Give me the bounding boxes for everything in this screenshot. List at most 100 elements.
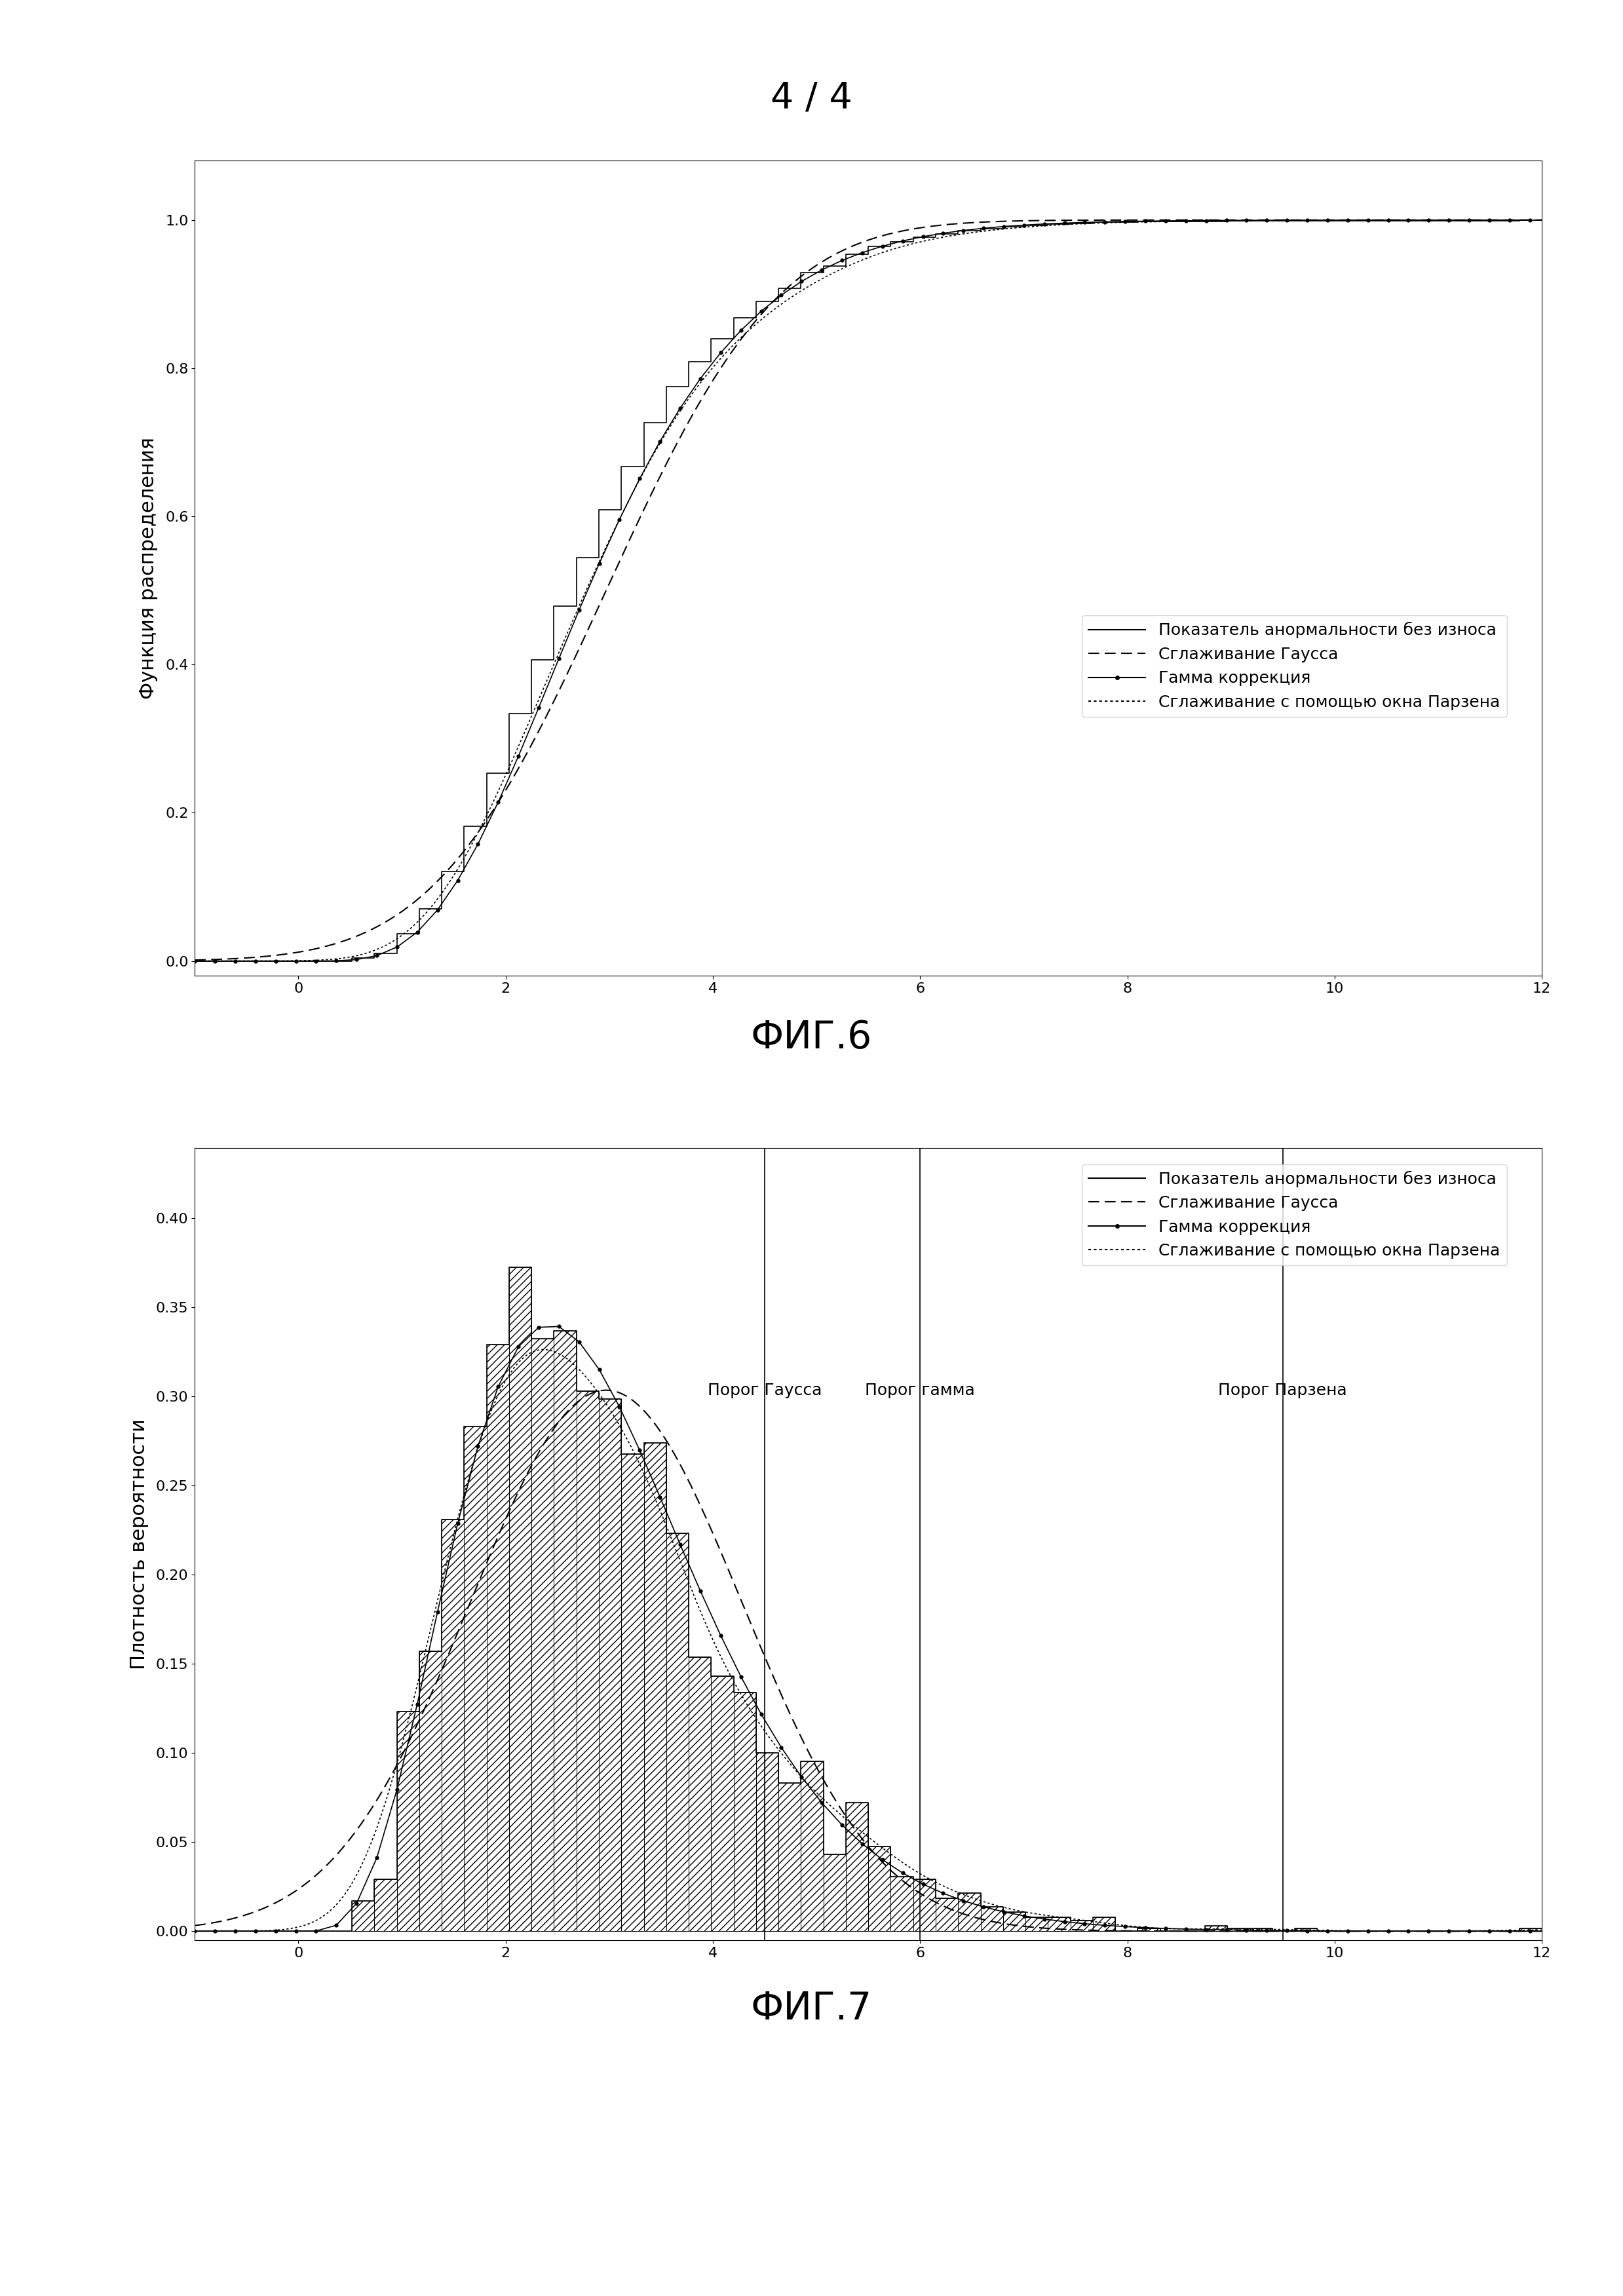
Сглаживание Гаусса <box>323 1846 342 1874</box>
Гамма коррекция <box>811 1789 831 1816</box>
Гамма коррекция <box>388 1775 407 1802</box>
Сглаживание Гаусса <box>1261 1917 1281 1945</box>
Line: Гамма коррекция: Гамма коррекция <box>193 1325 1532 1933</box>
Bar <box>1092 1917 1115 1931</box>
Гамма коррекция <box>1521 207 1540 234</box>
Сглаживание Гаусса <box>1237 1917 1256 1945</box>
Показатель анормальности без износа <box>566 1318 586 1345</box>
Показатель анормальности без износа <box>1487 207 1506 234</box>
Показатель анормальности без износа <box>948 1885 967 1913</box>
Показатель анормальности без износа <box>500 1254 519 1281</box>
Legend: Показатель анормальности без износа, Сглаживание Гаусса, Гамма коррекция, Сглажи: Показатель анормальности без износа, Сгл… <box>1081 1164 1506 1265</box>
Гамма коррекция <box>1521 1917 1540 1945</box>
Bar <box>688 1658 711 1931</box>
Bar <box>1026 1917 1048 1931</box>
Bar <box>553 1332 576 1931</box>
Bar <box>644 1442 667 1931</box>
Line: Гамма коррекция: Гамма коррекция <box>193 218 1532 962</box>
Сглаживание с помощью окна Парзена <box>185 1917 204 1945</box>
Bar <box>823 1855 846 1931</box>
Bar <box>1227 1929 1250 1931</box>
Bar <box>734 1692 756 1931</box>
Bar <box>419 1651 441 1931</box>
Сглаживание Гаусса <box>596 1375 615 1403</box>
Показатель анормальности без износа <box>925 220 945 248</box>
Сглаживание Гаусса <box>1532 207 1552 234</box>
Bar <box>802 1761 823 1931</box>
Сглаживание Гаусса <box>185 1913 204 1940</box>
Bar <box>779 1784 802 1931</box>
Сглаживание с помощью окна Парзена <box>1237 1915 1256 1942</box>
Гамма коррекция <box>730 317 750 344</box>
Сглаживание с помощью окна Парзена <box>323 1894 342 1922</box>
Сглаживание с помощью окна Парзена <box>730 326 750 354</box>
Показатель анормальности без износа <box>1532 207 1552 234</box>
Гамма коррекция <box>1440 207 1459 234</box>
Line: Сглаживание Гаусса: Сглаживание Гаусса <box>195 220 1542 960</box>
Y-axis label: Функция распределения: Функция распределения <box>140 436 157 700</box>
Сглаживание Гаусса <box>779 1699 799 1727</box>
Legend: Показатель анормальности без износа, Сглаживание Гаусса, Гамма коррекция, Сглажи: Показатель анормальности без износа, Сгл… <box>1081 615 1506 716</box>
Сглаживание с помощью окна Парзена <box>1261 1915 1281 1942</box>
Bar <box>711 1676 734 1931</box>
Показатель анормальности без износа <box>1128 1917 1147 1945</box>
Line: Сглаживание с помощью окна Парзена: Сглаживание с помощью окна Парзена <box>195 220 1542 962</box>
Bar <box>914 1878 936 1931</box>
Bar <box>464 1426 487 1931</box>
Гамма коррекция <box>388 932 407 960</box>
Сглаживание Гаусса <box>1532 1917 1552 1945</box>
Text: Порог Гаусса: Порог Гаусса <box>708 1382 821 1398</box>
Сглаживание с помощью окна Парзена <box>534 1336 553 1364</box>
Text: Порог Парзена: Порог Парзена <box>1219 1382 1347 1398</box>
Bar <box>1250 1929 1272 1931</box>
Сглаживание Гаусса <box>730 328 750 356</box>
Гамма коррекция <box>751 1701 771 1729</box>
Сглаживание с помощью окна Парзена <box>1532 207 1552 234</box>
Сглаживание с помощью окна Парзена <box>1532 1917 1552 1945</box>
Показатель анормальности без износа <box>185 948 204 976</box>
Гамма коррекция <box>1440 1917 1459 1945</box>
Сглаживание с помощью окна Парзена <box>1110 209 1130 236</box>
Гамма коррекция <box>549 1313 568 1341</box>
Line: Показатель анормальности без износа: Показатель анормальности без износа <box>195 220 1542 962</box>
Bar <box>352 1901 375 1931</box>
Сглаживание с помощью окна Парзена <box>1112 1910 1131 1938</box>
Bar <box>1519 1929 1542 1931</box>
Показатель анормальности без износа <box>477 813 497 840</box>
Сглаживание с помощью окна Парзена <box>730 1681 750 1708</box>
Bar <box>1295 1929 1318 1931</box>
Показатель анормальности без износа <box>1240 207 1259 234</box>
Гамма коррекция <box>185 1917 204 1945</box>
Сглаживание Гаусса <box>185 946 204 974</box>
Показатель анормальности без износа <box>185 1917 204 1945</box>
Гамма коррекция <box>347 1890 367 1917</box>
Bar <box>531 1339 553 1931</box>
Сглаживание с помощью окна Парзена <box>779 285 799 312</box>
Bar <box>980 1906 1003 1931</box>
Показатель анормальности без износа <box>1263 1915 1282 1942</box>
Bar <box>1048 1917 1071 1931</box>
Bar <box>935 1899 958 1931</box>
Line: Сглаживание Гаусса: Сглаживание Гаусса <box>195 1389 1542 1931</box>
Bar <box>846 1802 868 1931</box>
Гамма коррекция <box>185 948 204 976</box>
Bar <box>891 1876 914 1931</box>
Bar <box>1071 1919 1092 1931</box>
Сглаживание Гаусса <box>1259 207 1279 234</box>
Bar <box>667 1534 688 1931</box>
Bar <box>398 1713 419 1931</box>
Гамма коррекция <box>1217 1917 1237 1945</box>
Показатель анормальности без износа <box>1487 1917 1506 1945</box>
Bar <box>1003 1913 1026 1931</box>
Bar <box>375 1878 398 1931</box>
Сглаживание Гаусса <box>1112 1917 1131 1945</box>
Сглаживание Гаусса <box>730 1587 750 1614</box>
Bar <box>510 1267 532 1931</box>
Bar <box>868 1846 891 1931</box>
Bar <box>756 1752 779 1931</box>
Сглаживание Гаусса <box>1235 207 1255 234</box>
Bar <box>576 1391 599 1931</box>
Показатель анормальности без износа <box>1532 1915 1552 1942</box>
Сглаживание с помощью окна Парзена <box>779 1750 799 1777</box>
Text: Порог гамма: Порог гамма <box>865 1382 975 1398</box>
